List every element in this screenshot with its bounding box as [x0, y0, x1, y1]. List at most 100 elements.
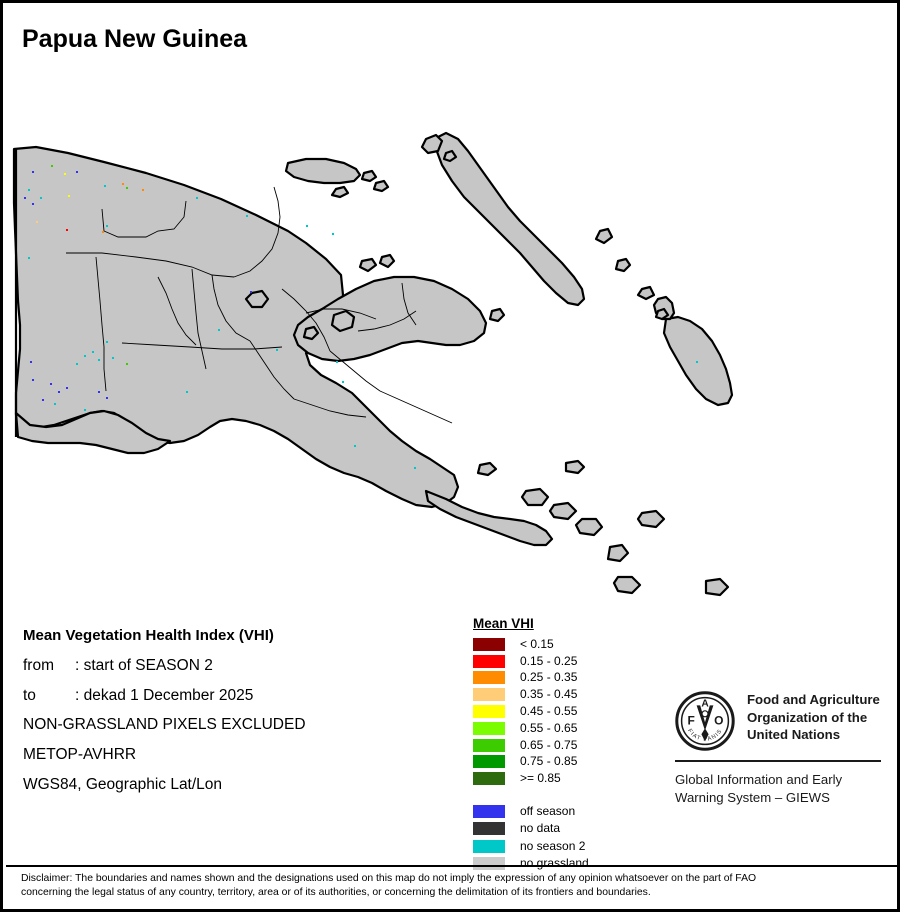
- map-legend: Mean VHI < 0.15 0.15 - 0.25 0.25 - 0.35 …: [473, 616, 589, 872]
- island-new-britain: [292, 275, 488, 363]
- legend-label: >= 0.85: [520, 771, 561, 786]
- fao-logo-icon: F A O FIAT PANIS: [675, 691, 735, 751]
- metadata-sensor: METOP-AVHRR: [23, 746, 137, 764]
- metadata-from-label: from: [23, 656, 54, 674]
- legend-label: no season 2: [520, 838, 586, 853]
- legend-label: no data: [520, 821, 561, 836]
- vhi-pixel-overlay: [24, 165, 698, 469]
- islet-tabar: [594, 227, 614, 245]
- disclaimer-line-2: concerning the legal status of any count…: [21, 886, 651, 898]
- map-canvas[interactable]: [6, 61, 900, 601]
- legend-swatch: [473, 688, 505, 702]
- boundary-gulf-west: [95, 256, 107, 392]
- legend-item: no grassland: [473, 855, 589, 872]
- boundary-morobe: [281, 288, 331, 352]
- islet-duke-of-york: [488, 307, 506, 323]
- islet-rossel: [704, 577, 730, 597]
- metadata-pixels-note: NON-GRASSLAND PIXELS EXCLUDED: [23, 716, 306, 734]
- legend-label: 0.75 - 0.85: [520, 754, 578, 769]
- legend-label: 0.35 - 0.45: [520, 687, 578, 702]
- legend-label: 0.65 - 0.75: [520, 737, 578, 752]
- giews-line-2: Warning System – GIEWS: [675, 790, 830, 805]
- map-metadata-block: Mean Vegetation Health Index (VHI) from:…: [23, 621, 453, 800]
- islet-feni: [654, 307, 670, 321]
- legend-label: 0.25 - 0.35: [520, 670, 578, 685]
- islet-tanga: [636, 285, 656, 301]
- fao-letter-a: A: [701, 699, 709, 710]
- boundary-highlands-mid: [157, 276, 197, 346]
- boundary-west-sepik-sandaun: [101, 200, 187, 238]
- metadata-from-row: from : start of SEASON 2: [23, 651, 453, 681]
- boundary-central-prov: [293, 398, 367, 418]
- legend-label: < 0.15: [520, 636, 554, 651]
- boundary-southern-highlands: [191, 268, 207, 370]
- legend-item: 0.25 - 0.35: [473, 670, 589, 687]
- legend-label: 0.55 - 0.65: [520, 720, 578, 735]
- boundary-madang-west: [233, 186, 281, 278]
- legend-swatch: [473, 805, 505, 819]
- legend-swatch: [473, 671, 505, 685]
- boundary-highlands-south: [121, 342, 283, 350]
- legend-item: 0.55 - 0.65: [473, 720, 589, 737]
- legend-spacer: [473, 787, 589, 803]
- fao-org-name: Food and Agriculture Organization of the…: [747, 691, 880, 744]
- legend-item: 0.15 - 0.25: [473, 653, 589, 670]
- fao-org-line-3: United Nations: [747, 727, 841, 742]
- page-title: Papua New Guinea: [22, 25, 248, 53]
- islet-karkar: [244, 289, 270, 309]
- legend-swatch: [473, 738, 505, 752]
- metadata-to-row: to: dekad 1 December 2025: [23, 681, 453, 711]
- giews-caption: Global Information and Early Warning Sys…: [675, 771, 885, 807]
- legend-item: < 0.15: [473, 636, 589, 653]
- disclaimer-text: Disclaimer: The boundaries and names sho…: [21, 872, 886, 899]
- islet-vitu2: [378, 253, 396, 269]
- legend-swatch: [473, 772, 505, 786]
- giews-line-1: Global Information and Early: [675, 772, 843, 787]
- islet-admiralty-b: [372, 179, 390, 193]
- islet-goodenough: [520, 487, 550, 507]
- legend-item: off season: [473, 803, 589, 820]
- legend-item: no data: [473, 820, 589, 837]
- legend-label: off season: [520, 804, 576, 819]
- islet-normanby: [574, 517, 604, 537]
- fao-branding-block: F A O FIAT PANIS Food and Agriculture Or…: [675, 691, 885, 807]
- fao-letter-o: O: [714, 714, 723, 728]
- boundary-new-britain-split: [357, 310, 417, 332]
- mainland-eastern-tail: [424, 489, 554, 547]
- islet-admiralty-a: [360, 169, 378, 183]
- disclaimer-divider: [6, 865, 897, 867]
- metadata-projection: WGS84, Geographic Lat/Lon: [23, 775, 223, 793]
- gulf-of-papua-coast: [14, 409, 172, 455]
- admin-boundaries: [14, 149, 453, 437]
- legend-item: >= 0.85: [473, 770, 589, 787]
- legend-item: no season 2: [473, 838, 589, 855]
- metadata-heading: Mean Vegetation Health Index (VHI): [23, 627, 274, 644]
- island-manus: [284, 157, 362, 185]
- islet-dentrecasteaux-small: [606, 543, 630, 563]
- metadata-from-value: : start of SEASON 2: [75, 656, 213, 674]
- legend-swatch: [473, 856, 505, 870]
- legend-swatch: [473, 654, 505, 668]
- legend-title: Mean VHI: [473, 616, 534, 631]
- islet-lihir: [614, 257, 632, 273]
- legend-swatch: [473, 705, 505, 719]
- boundary-oro: [305, 308, 377, 320]
- boundary-enb-wnb: [401, 282, 417, 326]
- boundary-milne-bay: [379, 390, 453, 424]
- legend-item: 0.35 - 0.45: [473, 686, 589, 703]
- png-vhi-map[interactable]: [6, 61, 900, 601]
- boundary-highlands-north: [211, 274, 251, 342]
- legend-swatch: [473, 822, 505, 836]
- legend-label: 0.45 - 0.55: [520, 704, 578, 719]
- fao-divider: [675, 760, 881, 762]
- islet-admiralty-c: [330, 185, 350, 199]
- boundary-morobe-central: [329, 350, 381, 392]
- islet-long: [302, 325, 320, 341]
- fao-org-line-1: Food and Agriculture: [747, 692, 880, 707]
- islet-woodlark: [636, 509, 666, 529]
- legend-label: no grassland: [520, 855, 589, 870]
- metadata-to-label: to: [23, 686, 36, 704]
- island-new-ireland: [434, 131, 586, 307]
- islet-mussau: [420, 133, 444, 155]
